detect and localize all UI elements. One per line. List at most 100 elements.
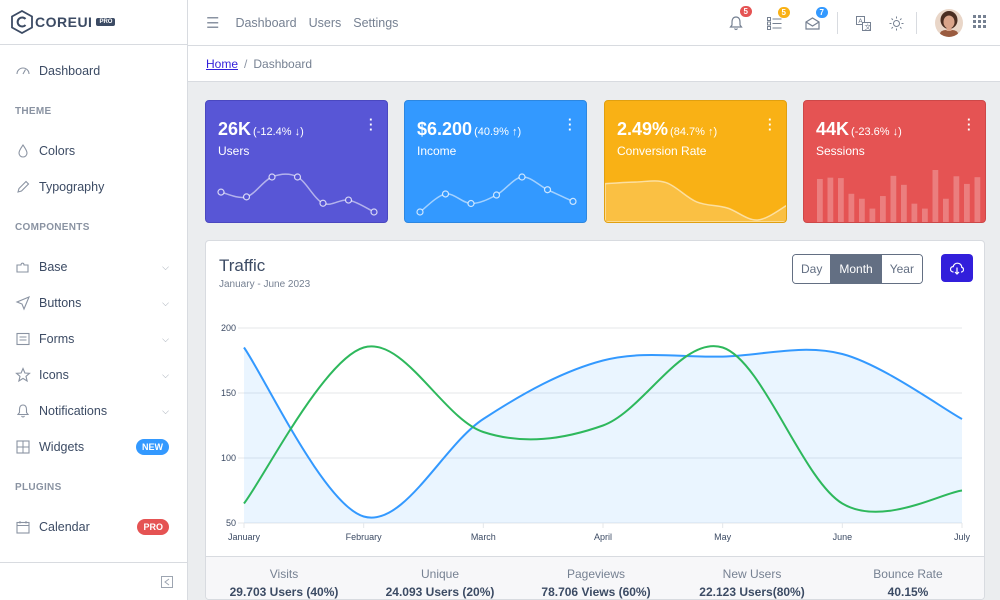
list-icon bbox=[766, 16, 781, 30]
x-tick-label: June bbox=[833, 532, 853, 542]
widget-point bbox=[293, 173, 302, 181]
brand[interactable]: COREUI PRO bbox=[0, 0, 187, 45]
range-button-month[interactable]: Month bbox=[831, 255, 882, 283]
widget-bar bbox=[953, 176, 960, 222]
menu-toggle-icon[interactable]: ☰ bbox=[206, 14, 220, 32]
widget-point bbox=[319, 199, 327, 207]
header-right: 5 5 7 A 文 bbox=[717, 0, 1000, 46]
widget-label: Income bbox=[417, 144, 457, 158]
header-divider bbox=[916, 12, 917, 34]
svg-text:A: A bbox=[858, 17, 863, 25]
calendar-icon bbox=[15, 519, 31, 535]
theme-button[interactable] bbox=[882, 16, 910, 31]
sidebar-item-label: Forms bbox=[39, 332, 75, 346]
chevron-down-icon: ⌵ bbox=[162, 261, 169, 272]
nav-section-title: Plugins bbox=[15, 481, 62, 493]
stat-value: 24.093 Users (20%) bbox=[385, 585, 495, 599]
x-tick-label: May bbox=[714, 532, 732, 542]
widget-bar bbox=[911, 203, 918, 222]
sidebar-item-label: Calendar bbox=[39, 520, 90, 534]
y-tick-label: 50 bbox=[226, 518, 236, 528]
widget-delta: (84.7% ↑) bbox=[670, 126, 718, 138]
x-tick-label: July bbox=[954, 532, 971, 542]
widget-menu-icon[interactable]: · · · bbox=[369, 112, 374, 137]
widget-chart bbox=[605, 180, 786, 222]
sidebar-badge: PRO bbox=[137, 519, 169, 535]
coreui-logo: COREUI PRO bbox=[11, 10, 116, 34]
widget-label: Sessions bbox=[816, 144, 865, 158]
sidebar-item-typography[interactable]: Typography bbox=[0, 169, 187, 205]
sidebar-item-widgets[interactable]: Widgets NEW bbox=[0, 429, 187, 465]
header-nav-users[interactable]: Users bbox=[308, 15, 342, 30]
widget-bar bbox=[922, 208, 928, 222]
sidebar-item-label: Buttons bbox=[39, 296, 82, 310]
stat-new-users: New Users 22.123 Users(80%) bbox=[674, 557, 830, 599]
sidebar-item-notifications[interactable]: Notifications ⌵ bbox=[0, 393, 187, 429]
header-nav-dashboard[interactable]: Dashboard bbox=[235, 15, 297, 30]
sidebar-item-label: Typography bbox=[39, 180, 105, 194]
widget-bar bbox=[932, 170, 939, 222]
y-tick-label: 100 bbox=[221, 453, 236, 463]
notifications-badge: 5 bbox=[739, 5, 752, 17]
widget-chart bbox=[817, 170, 981, 222]
widget-bar bbox=[817, 178, 823, 222]
brand-tag: PRO bbox=[96, 18, 116, 26]
tasks-button[interactable]: 5 bbox=[755, 6, 793, 30]
stat-value: 40.15% bbox=[887, 585, 929, 599]
apps-button[interactable] bbox=[973, 15, 986, 31]
series-line bbox=[243, 346, 963, 519]
stat-title: New Users bbox=[722, 567, 782, 581]
stat-pageviews: Pageviews 78.706 Views (60%) bbox=[518, 557, 674, 599]
sidebar-item-dashboard[interactable]: Dashboard bbox=[0, 53, 187, 89]
tasks-badge: 5 bbox=[777, 6, 790, 18]
sun-icon bbox=[889, 16, 903, 30]
sidebar-nav: Dashboard Theme Colors Typography Components… bbox=[0, 45, 187, 545]
notifications-button[interactable]: 5 bbox=[717, 5, 755, 31]
sidebar-item-label: Dashboard bbox=[39, 64, 101, 78]
header-nav: Dashboard Users Settings bbox=[235, 16, 398, 30]
range-button-year[interactable]: Year bbox=[881, 255, 922, 283]
widget-bar bbox=[901, 184, 907, 222]
avatar-image bbox=[935, 9, 963, 37]
language-button[interactable]: A 文 bbox=[844, 15, 882, 31]
sidebar-item-colors[interactable]: Colors bbox=[0, 133, 187, 169]
range-button-day[interactable]: Day bbox=[793, 255, 832, 283]
widget-bar bbox=[869, 208, 876, 222]
stat-bounce-rate: Bounce Rate 40.15% bbox=[830, 557, 984, 599]
sidebar-item-icons[interactable]: Icons ⌵ bbox=[0, 357, 187, 393]
widget-menu-icon[interactable]: · · · bbox=[967, 112, 972, 137]
widget-point bbox=[242, 193, 251, 201]
widget-menu-icon[interactable]: · · · bbox=[768, 112, 773, 137]
chevron-down-icon: ⌵ bbox=[162, 333, 169, 344]
sidebar-item-label: Icons bbox=[39, 368, 69, 382]
range-button-group: Day Month Year bbox=[792, 254, 923, 284]
sidebar-item-calendar[interactable]: Calendar PRO bbox=[0, 509, 187, 545]
bell-icon bbox=[729, 15, 743, 30]
header-nav-settings[interactable]: Settings bbox=[353, 15, 399, 30]
sidebar-item-forms[interactable]: Forms ⌵ bbox=[0, 321, 187, 357]
widget-chart bbox=[416, 173, 577, 216]
widget-menu-icon[interactable]: · · · bbox=[568, 112, 573, 137]
notes-icon bbox=[15, 331, 31, 347]
widget-bar bbox=[943, 198, 949, 222]
sidebar-item-base[interactable]: Base ⌵ bbox=[0, 249, 187, 285]
messages-button[interactable]: 7 bbox=[793, 6, 831, 30]
widget-point bbox=[268, 173, 276, 181]
widget-value-number: 2.49% bbox=[617, 119, 669, 139]
download-button[interactable] bbox=[941, 254, 973, 282]
breadcrumb-home[interactable]: Home bbox=[206, 56, 239, 71]
drop-icon bbox=[15, 143, 31, 159]
envelope-icon bbox=[804, 16, 820, 30]
stat-title: Unique bbox=[420, 567, 460, 581]
header-divider bbox=[837, 12, 838, 34]
nav-section-title: Components bbox=[15, 221, 90, 233]
sidebar-item-buttons[interactable]: Buttons ⌵ bbox=[0, 285, 187, 321]
x-tick-label: February bbox=[346, 532, 383, 542]
series-line bbox=[243, 345, 963, 513]
y-tick-label: 200 bbox=[221, 323, 236, 333]
avatar[interactable] bbox=[935, 9, 963, 37]
cloud-download-icon bbox=[950, 262, 964, 275]
sidebar-badge: NEW bbox=[136, 439, 169, 455]
brand-name: COREUI bbox=[35, 14, 93, 30]
sidebar-minimizer[interactable] bbox=[0, 562, 187, 600]
